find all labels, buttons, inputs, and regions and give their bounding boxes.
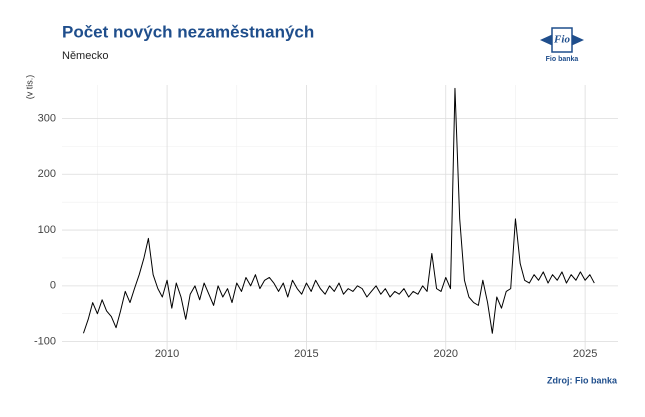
x-tick-label: 2015 bbox=[294, 348, 318, 360]
logo-text: Fio bbox=[553, 34, 570, 46]
x-tick-label: 2020 bbox=[434, 348, 458, 360]
y-axis-label: (v tis.) bbox=[24, 75, 34, 100]
y-tick-label: 300 bbox=[38, 112, 56, 124]
y-tick-label: -100 bbox=[34, 336, 56, 348]
y-tick-label: 100 bbox=[38, 224, 56, 236]
chart-title: Počet nových nezaměstnaných bbox=[62, 22, 314, 41]
y-tick-label: 200 bbox=[38, 168, 56, 180]
data-line bbox=[82, 87, 595, 334]
x-tick-label: 2025 bbox=[573, 348, 597, 360]
logo-box bbox=[551, 27, 573, 53]
source: Zdroj: Fio banka bbox=[547, 375, 618, 385]
chart-subtitle: Německo bbox=[62, 50, 108, 62]
x-tick-label: 2010 bbox=[155, 348, 179, 360]
logo: Fio Fio banka bbox=[540, 27, 584, 63]
logo-caption: Fio banka bbox=[546, 56, 579, 63]
y-tick-label: 0 bbox=[50, 280, 56, 292]
